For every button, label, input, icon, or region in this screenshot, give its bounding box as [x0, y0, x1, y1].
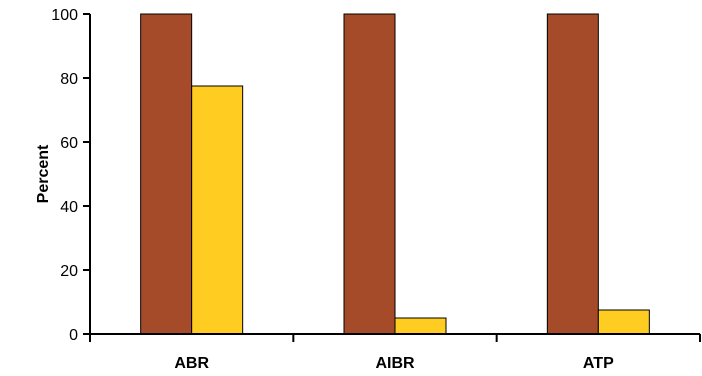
bar-abr-series-1	[140, 13, 193, 335]
bar-aibr-series-1	[343, 13, 396, 335]
y-tick-label: 100	[51, 7, 78, 24]
y-tick-label: 60	[60, 135, 78, 152]
bar-aibr-series-2	[394, 317, 447, 335]
bar-atp-series-1	[546, 13, 599, 335]
bars	[140, 13, 650, 335]
y-tick-label: 80	[60, 71, 78, 88]
y-axis-ticks: 0 20 40 60 80 100	[51, 7, 90, 344]
x-category-label: AIBR	[375, 355, 415, 372]
x-category-label: ABR	[174, 355, 209, 372]
y-axis-title: Percent	[35, 144, 52, 203]
y-tick-label: 40	[60, 199, 78, 216]
y-tick-label: 20	[60, 263, 78, 280]
bar-abr-series-2	[191, 85, 244, 335]
x-category-label: ATP	[583, 355, 614, 372]
x-axis-ticks: ABR AIBR ATP	[89, 334, 701, 372]
y-tick-label: 0	[69, 327, 78, 344]
bar-atp-series-2	[597, 309, 650, 335]
